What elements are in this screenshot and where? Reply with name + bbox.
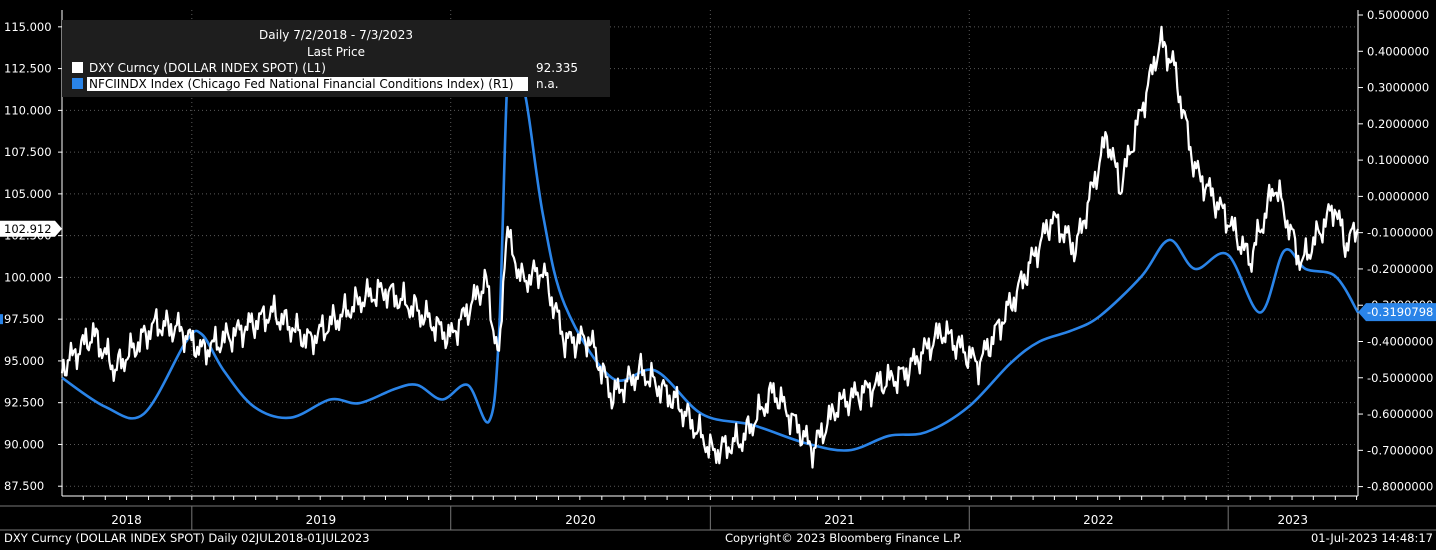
- right-tick-label: 0.4000000: [1367, 44, 1429, 58]
- legend: Daily 7/2/2018 - 7/3/2023 Last Price DXY…: [62, 20, 610, 97]
- right-tick-label: -0.7000000: [1367, 443, 1433, 457]
- right-tick-label: -0.5000000: [1367, 371, 1433, 385]
- legend-price: Last Price: [307, 45, 365, 59]
- left-tick-label: 100.000: [4, 270, 52, 284]
- right-tick-label: -0.1000000: [1367, 226, 1433, 240]
- series-layer: [60, 25, 1360, 469]
- legend-label-dxy: DXY Curncy (DOLLAR INDEX SPOT) (L1): [89, 61, 326, 75]
- legend-range: Daily 7/2/2018 - 7/3/2023: [259, 28, 413, 42]
- legend-value-dxy: 92.335: [536, 61, 578, 75]
- year-label: 2023: [1277, 513, 1308, 527]
- left-tick-label: 87.500: [4, 479, 44, 493]
- left-tick-label: 110.000: [4, 103, 52, 117]
- left-tick-label: 90.000: [4, 437, 44, 451]
- right-tick-label: -0.6000000: [1367, 407, 1433, 421]
- legend-label-nfci: NFCIINDX Index (Chicago Fed National Fin…: [89, 77, 514, 91]
- nfci-last-value-tag: [1358, 303, 1436, 322]
- nfci-last-value-text: -0.3190798: [1367, 305, 1433, 319]
- legend-swatch-dxy: [72, 62, 83, 73]
- left-tick-label: 107.500: [4, 145, 52, 159]
- year-label: 2020: [565, 513, 596, 527]
- right-tick-label: 0.5000000: [1367, 8, 1429, 22]
- dxy-last-value-text: 102.912: [4, 222, 52, 236]
- right-tick-label: -0.4000000: [1367, 334, 1433, 348]
- axis-layer: 87.50090.00092.50095.00097.500100.000102…: [0, 8, 1436, 531]
- footer-copyright: Copyright© 2023 Bloomberg Finance L.P.: [725, 531, 962, 545]
- right-tick-label: -0.2000000: [1367, 262, 1433, 276]
- right-tick-label: 0.0000000: [1367, 189, 1429, 203]
- left-tick-label: 112.500: [4, 62, 52, 76]
- footer: DXY Curncy (DOLLAR INDEX SPOT) Daily 02J…: [4, 531, 1433, 545]
- left-tick-label: 95.000: [4, 354, 44, 368]
- legend-swatch-nfci: [72, 78, 83, 89]
- year-label: 2018: [111, 513, 142, 527]
- right-tick-label: 0.2000000: [1367, 117, 1429, 131]
- left-tick-label: 105.000: [4, 187, 52, 201]
- left-tick-label: 97.500: [4, 312, 44, 326]
- year-label: 2021: [824, 513, 855, 527]
- footer-timestamp: 01-Jul-2023 14:48:17: [1311, 531, 1433, 545]
- dxy-line: [60, 25, 1360, 469]
- left-tick-label: 115.000: [4, 20, 52, 34]
- right-tick-label: -0.8000000: [1367, 480, 1433, 494]
- last-value-tags: 102.912 -0.3190798: [0, 220, 1436, 325]
- left-axis-marker: [0, 314, 3, 325]
- year-label: 2022: [1083, 513, 1114, 527]
- year-label: 2019: [306, 513, 337, 527]
- legend-highlight-nfci: [87, 77, 528, 91]
- legend-value-nfci: n.a.: [536, 77, 559, 91]
- footer-left: DXY Curncy (DOLLAR INDEX SPOT) Daily 02J…: [4, 531, 370, 545]
- left-tick-label: 92.500: [4, 396, 44, 410]
- right-tick-label: 0.1000000: [1367, 153, 1429, 167]
- dxy-last-value-tag: [0, 220, 62, 237]
- right-tick-label: 0.3000000: [1367, 81, 1429, 95]
